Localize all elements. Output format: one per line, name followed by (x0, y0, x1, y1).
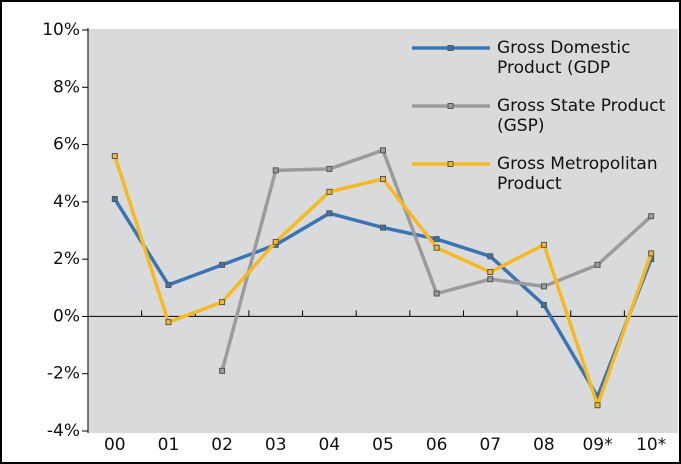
point-marker (594, 402, 601, 409)
x-tick-label: 06 (426, 435, 448, 455)
x-tick-label: 04 (319, 435, 341, 455)
y-tick-label: 6% (53, 135, 80, 155)
point-marker (272, 167, 279, 174)
y-tick-label: -2% (47, 364, 80, 384)
x-tick-label: 05 (372, 435, 394, 455)
point-marker (648, 213, 655, 220)
point-marker (272, 238, 279, 245)
point-marker (380, 175, 386, 182)
point-marker (380, 147, 386, 154)
y-tick-label: 8% (53, 77, 80, 97)
point-marker (487, 253, 494, 260)
x-tick-label: 03 (265, 435, 287, 455)
legend-marker (447, 103, 454, 109)
point-marker (487, 269, 494, 276)
point-marker (326, 188, 333, 195)
x-tick-label: 08 (533, 435, 555, 455)
y-tick-label: 10% (42, 20, 80, 40)
point-marker (219, 261, 226, 268)
plot-area (88, 29, 678, 433)
point-marker (487, 276, 494, 283)
point-marker (326, 210, 333, 217)
x-tick-label: 00 (104, 435, 126, 455)
point-marker (540, 301, 547, 308)
x-tick-label: 01 (158, 435, 180, 455)
x-tick-label: 07 (479, 435, 501, 455)
point-marker (111, 195, 118, 202)
point-marker (380, 224, 386, 231)
point-marker (433, 236, 440, 243)
legend-label: Gross State Product (GSP) (497, 96, 666, 136)
point-marker (111, 153, 118, 160)
point-marker (165, 281, 172, 288)
x-tick-label: 10* (636, 435, 666, 455)
point-marker (326, 165, 333, 172)
legend-label: Gross Metropolitan Product (497, 154, 658, 194)
point-marker (219, 299, 226, 306)
y-tick-label: 4% (53, 192, 80, 212)
legend-label: Gross Domestic Product (GDP (497, 38, 631, 78)
y-tick-label: 0% (53, 306, 80, 326)
point-marker (433, 244, 440, 251)
point-marker (219, 367, 226, 374)
legend-marker (447, 45, 454, 51)
legend-marker (447, 161, 454, 167)
point-marker (594, 261, 601, 268)
point-marker (540, 241, 547, 248)
point-marker (165, 319, 172, 326)
point-marker (540, 283, 547, 290)
y-tick-label: 2% (53, 249, 80, 269)
point-marker (648, 250, 655, 257)
x-tick-label: 09* (582, 435, 612, 455)
y-tick-label: -4% (47, 421, 80, 441)
x-tick-label: 02 (211, 435, 233, 455)
point-marker (433, 290, 440, 297)
